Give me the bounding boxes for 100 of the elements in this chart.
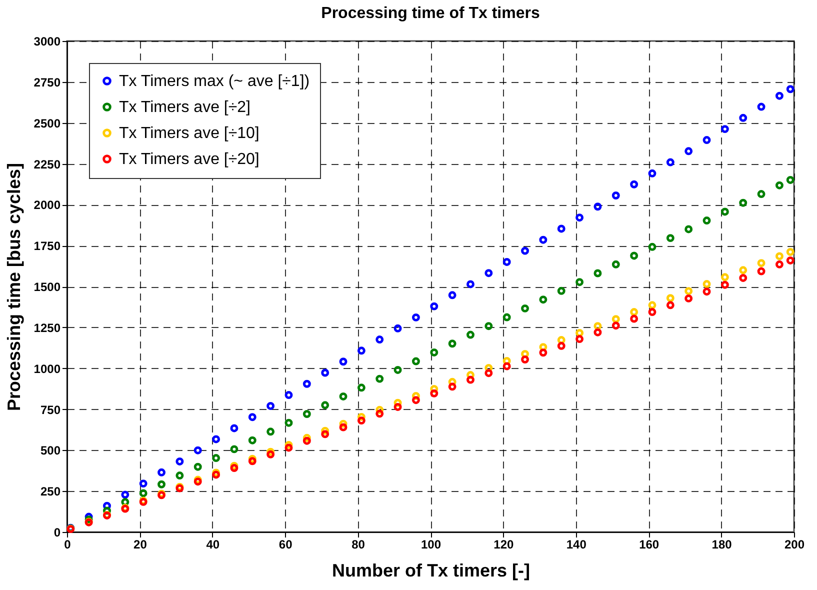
point — [702, 288, 711, 296]
point — [466, 280, 474, 288]
point — [684, 225, 693, 234]
point — [786, 256, 794, 264]
point — [394, 402, 402, 411]
point — [757, 102, 766, 111]
point — [612, 322, 620, 330]
point — [357, 346, 366, 355]
point — [775, 181, 784, 190]
point — [502, 313, 511, 322]
point — [466, 376, 474, 384]
point — [284, 391, 293, 399]
point — [594, 269, 602, 278]
point — [376, 374, 384, 383]
point — [302, 380, 311, 388]
point — [158, 468, 166, 476]
point — [612, 192, 620, 200]
point — [448, 340, 456, 348]
x-tick-label: 80 — [352, 538, 366, 552]
point — [557, 224, 566, 233]
point — [321, 430, 330, 438]
point — [720, 208, 729, 216]
point — [594, 202, 602, 211]
point — [557, 342, 566, 350]
point — [612, 315, 620, 324]
point — [757, 259, 766, 268]
point — [466, 330, 474, 339]
point — [648, 242, 656, 251]
point — [321, 368, 330, 377]
y-tick-label: 2500 — [34, 116, 61, 130]
chart-title: Processing time of Tx timers — [321, 5, 540, 22]
point — [666, 234, 674, 242]
x-tick-label: 0 — [64, 538, 72, 552]
point — [502, 362, 511, 370]
y-tick-label: 1750 — [34, 239, 61, 254]
point — [212, 435, 220, 444]
point — [775, 260, 784, 268]
point — [284, 418, 293, 427]
y-tick-label: 2750 — [34, 75, 61, 90]
x-tick-label: 120 — [494, 538, 514, 552]
point — [539, 348, 548, 357]
point — [284, 444, 293, 452]
point — [412, 396, 420, 404]
point — [630, 314, 638, 323]
y-tick-label: 250 — [40, 484, 61, 499]
point — [194, 462, 202, 471]
point — [521, 356, 529, 364]
point — [739, 266, 748, 274]
y-tick-label: 2250 — [34, 157, 61, 172]
point — [412, 313, 420, 322]
y-tick-label: 2000 — [34, 198, 61, 212]
point — [775, 92, 784, 100]
point — [648, 308, 656, 316]
point — [720, 125, 729, 134]
point — [212, 454, 220, 462]
point — [576, 214, 584, 222]
point — [576, 335, 584, 344]
point — [302, 436, 311, 445]
point — [757, 267, 766, 276]
point — [630, 252, 638, 260]
point — [357, 384, 366, 392]
point — [357, 416, 366, 425]
point — [666, 301, 674, 310]
point — [266, 450, 275, 458]
x-tick-label: 200 — [784, 538, 805, 552]
y-tick-label: 1250 — [34, 320, 61, 335]
y-tick-label: 500 — [40, 444, 61, 458]
point — [176, 457, 184, 466]
point — [266, 428, 275, 436]
y-tick-label: 750 — [40, 402, 61, 417]
y-axis-title: Processing time [bus cycles] — [4, 162, 24, 412]
point — [702, 280, 711, 288]
point — [230, 424, 238, 432]
point — [230, 445, 238, 454]
point — [158, 480, 166, 488]
point — [739, 274, 748, 282]
y-tick-label: 1000 — [34, 362, 61, 376]
y-tick-label: 3000 — [34, 34, 61, 48]
point — [539, 236, 548, 244]
point — [539, 296, 548, 304]
point — [339, 423, 348, 432]
point — [739, 114, 748, 122]
point — [321, 401, 330, 410]
point — [630, 308, 638, 316]
point — [720, 273, 729, 282]
point — [786, 176, 794, 184]
point — [448, 291, 456, 300]
point — [302, 410, 311, 418]
legend-label: Tx Timers ave [÷2] — [119, 99, 250, 116]
point — [775, 252, 784, 260]
x-tick-label: 20 — [134, 538, 148, 552]
point — [720, 280, 729, 289]
x-tick-label: 180 — [712, 538, 732, 552]
point — [484, 369, 493, 378]
x-tick-label: 160 — [639, 538, 660, 552]
point — [666, 158, 674, 166]
point — [684, 294, 693, 302]
point — [430, 302, 438, 310]
point — [630, 180, 638, 188]
point — [684, 147, 693, 156]
